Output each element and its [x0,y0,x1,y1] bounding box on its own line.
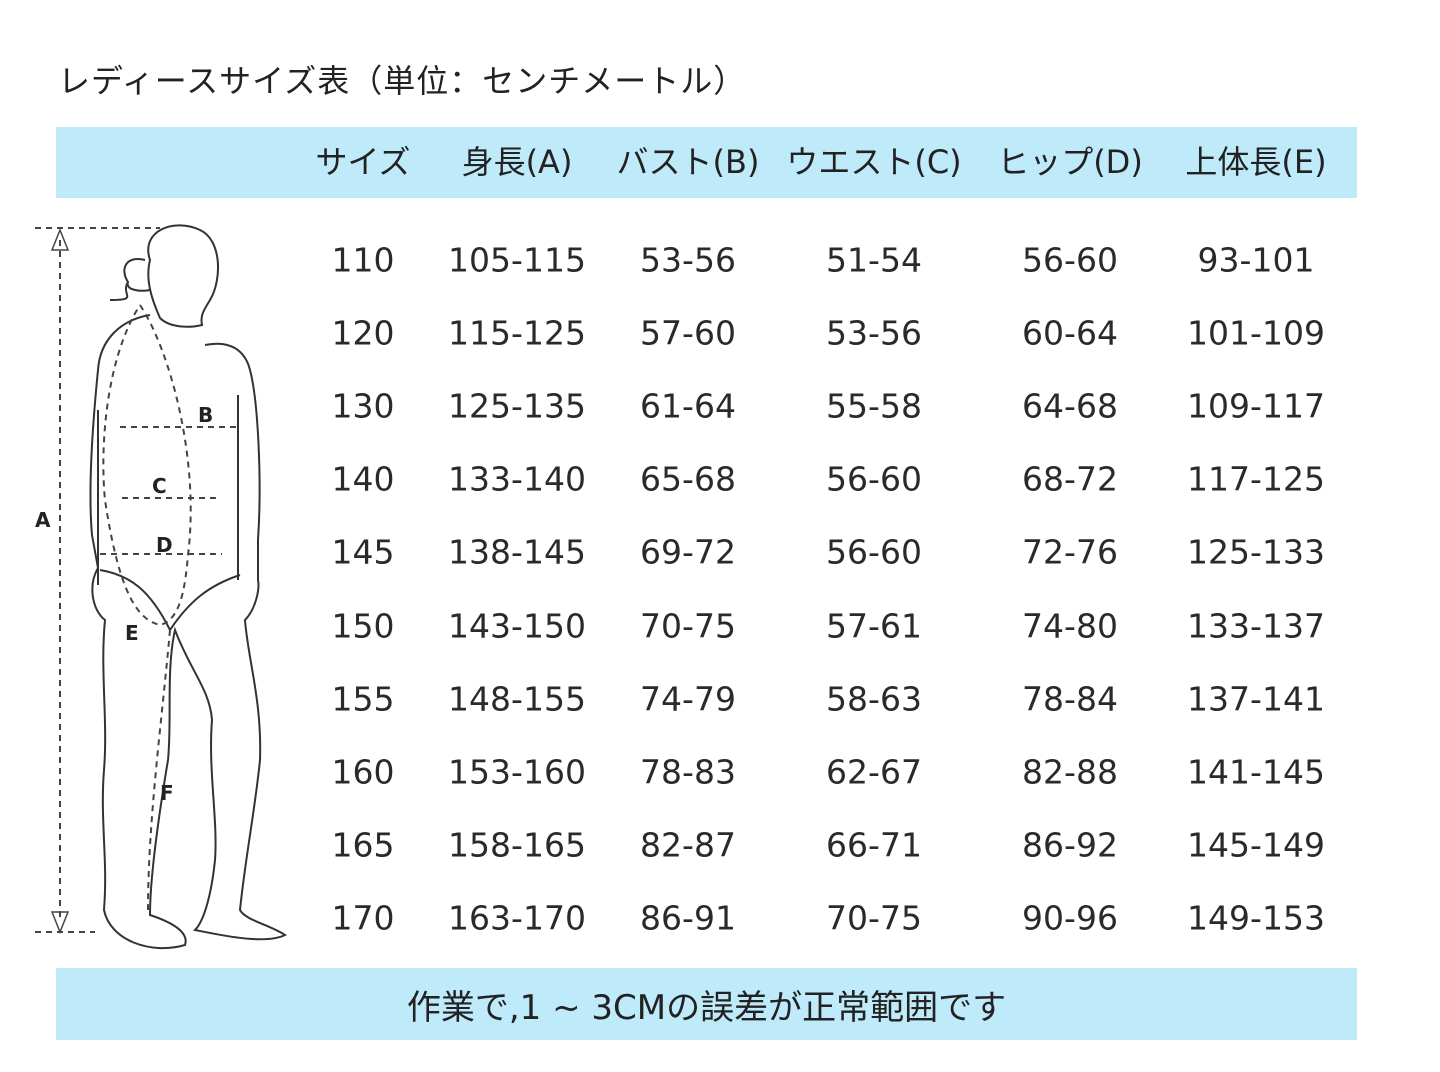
figure-leotard [99,569,241,632]
table-cell: 70-75 [640,606,736,645]
table-cell: 55-58 [826,386,922,426]
table-cell: 143-150 [448,606,586,645]
table-cell: 53-56 [826,313,922,353]
table-cell: 145 [331,532,395,572]
table-cell: 149-153 [1187,898,1325,938]
column-header: 身長(A) [461,143,573,181]
figure-ponytail [109,258,151,301]
table-cell: 62-67 [826,752,922,792]
table-cell: 125-133 [1187,532,1325,572]
table-cell: 90-96 [1022,898,1118,938]
label-b: B [198,403,213,427]
table-cell: 105-115 [448,240,586,280]
table-cell: 68-72 [1022,459,1118,499]
table-cell: 74-79 [640,679,736,719]
column-header: 上体長(E) [1185,143,1327,181]
figure-arm-line [97,395,239,585]
table-cell: 140 [331,459,395,499]
table-cell: 65-68 [640,459,736,499]
table-cell: 153-160 [448,752,586,792]
table-cell: 72-76 [1022,532,1118,572]
figure-body [89,314,287,950]
table-cell: 137-141 [1187,679,1325,719]
table-cell: 109-117 [1187,386,1325,426]
table-cell: 93-101 [1197,240,1315,280]
table-cell: 158-165 [448,825,586,865]
table-cell: 133-140 [448,459,586,499]
table-cell: 74-80 [1022,606,1118,645]
table-cell: 51-54 [826,240,922,280]
table-cell: 60-64 [1022,313,1118,353]
table-cell: 120 [331,313,395,353]
inseam-line [147,629,171,911]
table-cell: 56-60 [826,459,922,499]
table-cell: 82-88 [1022,752,1118,792]
table-cell: 82-87 [640,825,736,865]
table-cell: 160 [331,752,395,792]
table-cell: 86-91 [640,898,736,938]
arrow-up-icon [50,227,70,251]
arrow-down-icon [50,911,70,935]
table-cell: 155 [331,679,395,719]
label-f: F [160,781,174,805]
table-cell: 86-92 [1022,825,1118,865]
table-cell: 125-135 [448,386,586,426]
table-header: サイズ 身長(A) バスト(B) ウエスト(C) ヒップ(D) 上体長(E) [56,127,1357,198]
table-cell: 138-145 [448,532,586,572]
table-cell: 53-56 [640,240,736,280]
table-cell: 57-60 [640,313,736,353]
table-cell: 163-170 [448,898,586,938]
column-header: サイズ [315,143,411,181]
table-cell: 69-72 [640,532,736,572]
table-cell: 133-137 [1187,606,1325,645]
label-e: E [125,621,139,645]
table-cell: 115-125 [448,313,586,353]
table-cell: 70-75 [826,898,922,938]
table-cell: 170 [331,898,395,938]
table-cell: 101-109 [1187,313,1325,353]
table-cell: 145-149 [1187,825,1325,865]
table-cell: 141-145 [1187,752,1325,792]
label-d: D [156,533,173,557]
table-cell: 66-71 [826,825,922,865]
table-cell: 58-63 [826,679,922,719]
footer-note: 作業で,1 ~ 3CMの誤差が正常範囲です [56,968,1357,1040]
label-a: A [35,508,51,532]
table-cell: 78-84 [1022,679,1118,719]
torso-length-line [102,304,192,627]
table-cell: 148-155 [448,679,586,719]
page-title: レディースサイズ表（単位：センチメートル） [58,62,747,100]
table-cell: 61-64 [640,386,736,426]
column-header: バスト(B) [616,143,760,181]
body-measurement-figure: A B C D E F [35,224,287,950]
table-cell: 117-125 [1187,459,1325,499]
figure-head [147,224,219,328]
table-cell: 56-60 [1022,240,1118,280]
column-header: ヒップ(D) [997,143,1143,181]
label-c: C [152,474,167,498]
column-header: ウエスト(C) [786,143,962,181]
table-cell: 110 [331,240,395,280]
table-cell: 150 [331,606,395,645]
table-cell: 130 [331,386,395,426]
table-cell: 64-68 [1022,386,1118,426]
table-cell: 56-60 [826,532,922,572]
table-cell: 165 [331,825,395,865]
table-cell: 57-61 [826,606,922,645]
table-cell: 78-83 [640,752,736,792]
